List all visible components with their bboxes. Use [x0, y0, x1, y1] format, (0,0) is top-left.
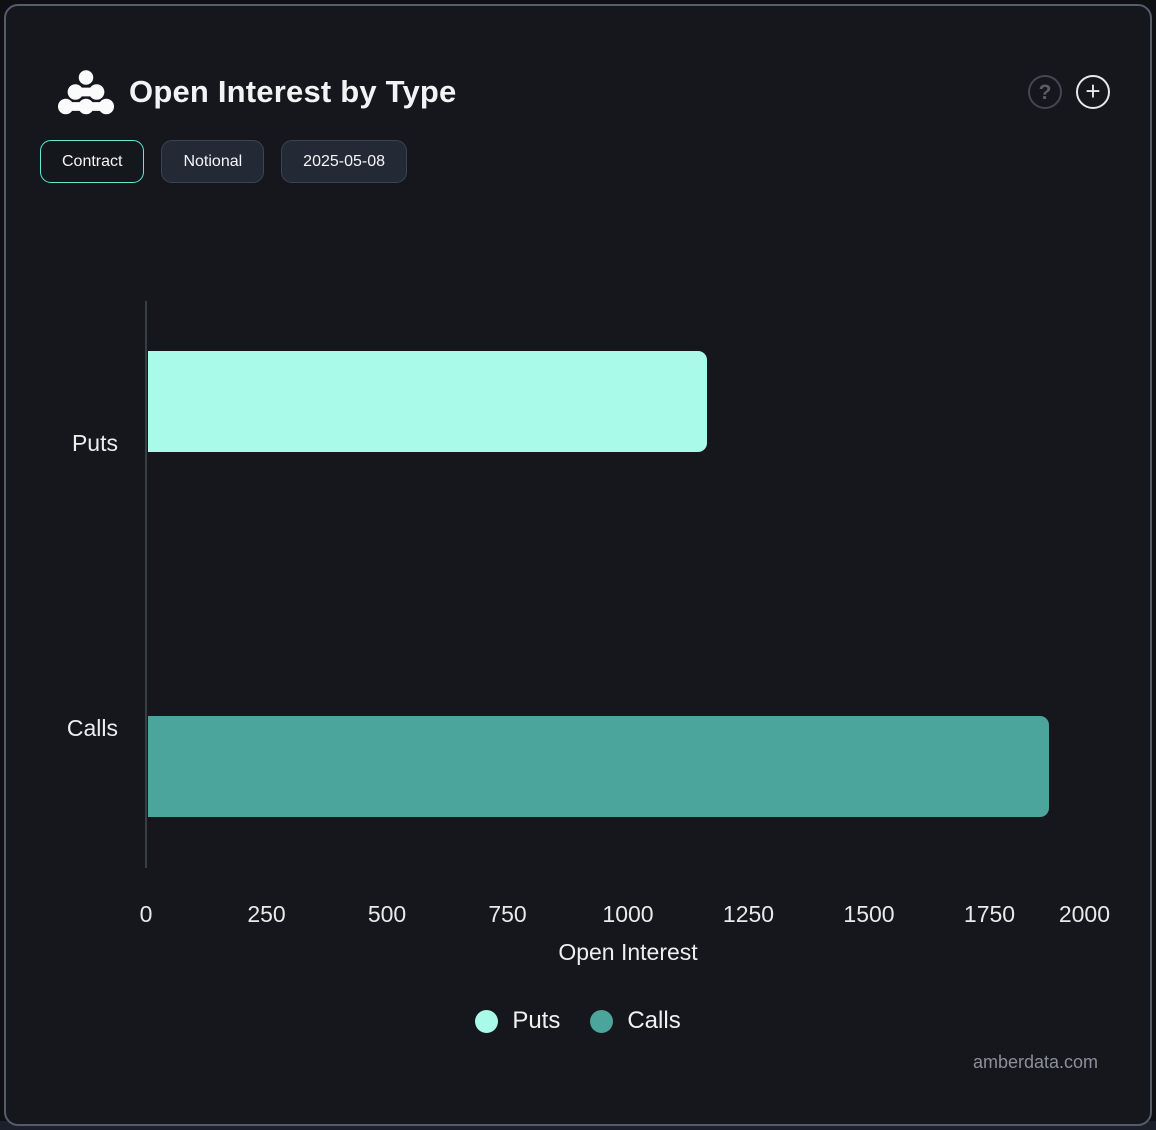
y-axis-line: [145, 301, 147, 868]
x-tick-label-2000: 2000: [1058, 901, 1110, 927]
header-icons: ? +: [1028, 75, 1110, 109]
legend-item-calls[interactable]: Calls: [590, 1007, 681, 1035]
bar-chart: Puts Calls 0 250 500 750 1000 1250 1500 1750 2000…: [6, 6, 1150, 1124]
x-tick-label-1750: 1750: [963, 901, 1016, 927]
legend: Puts Calls: [6, 1007, 1150, 1035]
legend-dot-puts-icon: [475, 1009, 499, 1033]
x-tick-label-250: 250: [247, 901, 286, 927]
x-tick-label-1500: 1500: [843, 901, 895, 927]
legend-dot-calls-icon: [590, 1009, 614, 1033]
x-tick-label-750: 750: [488, 901, 527, 927]
legend-label-calls: Calls: [627, 1007, 681, 1034]
toolbar-button-contract[interactable]: Contract: [40, 140, 145, 183]
y-category-label-calls: Calls: [66, 715, 118, 741]
watermark: amberdata.com: [972, 1052, 1098, 1072]
x-tick-label-500: 500: [367, 901, 407, 927]
toolbar: Contract Notional 2025-05-08: [40, 140, 408, 183]
x-tick-label-1000: 1000: [602, 901, 654, 927]
toolbar-button-notional[interactable]: Notional: [161, 140, 265, 183]
help-icon[interactable]: ?: [1028, 75, 1062, 109]
bar-puts[interactable]: [148, 351, 707, 452]
header: Open Interest by Type ? +: [57, 66, 1110, 118]
toolbar-button-2025-05-08[interactable]: 2025-05-08: [281, 140, 408, 183]
page-title: Open Interest by Type: [129, 74, 457, 109]
chart-card: Open Interest by Type ? + Contract Notion…: [4, 4, 1152, 1126]
legend-item-puts[interactable]: Puts: [475, 1007, 560, 1035]
x-tick-label-1250: 1250: [722, 901, 775, 927]
amberdata-logo-icon: [57, 68, 115, 116]
legend-label-puts: Puts: [512, 1007, 561, 1034]
x-axis-title: Open Interest: [558, 939, 698, 965]
x-tick-label-0: 0: [139, 901, 153, 927]
bar-calls[interactable]: [148, 716, 1049, 817]
add-icon[interactable]: +: [1076, 75, 1110, 109]
y-category-label-puts: Puts: [71, 430, 118, 456]
